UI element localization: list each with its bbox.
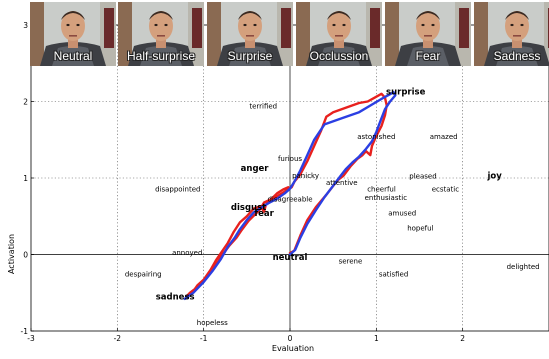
emotion-label: satisfied [379, 271, 408, 279]
face-thumbnail-image [30, 2, 116, 66]
emotion-label: annoyed [172, 249, 202, 257]
emotion-labels: terrified surprise astonished amazed furious… [125, 88, 540, 327]
x-tick-label: -1 [200, 334, 208, 343]
frame-label: Fear [415, 49, 441, 63]
face-thumbnail-image [118, 2, 204, 66]
axes: -3 -2 -1 0 1 2 -1 0 1 2 3 [21, 21, 549, 343]
frame-label: Neutral [53, 49, 93, 63]
frame-label: Surprise [227, 49, 273, 63]
trajectory-series [183, 91, 397, 301]
emotion-label: furious [278, 155, 302, 163]
x-tick-label: 1 [374, 334, 379, 343]
y-tick-label: 1 [23, 174, 28, 183]
video-frame: Neutral [30, 2, 116, 66]
emotion-label: pleased [409, 173, 436, 181]
video-frame: Occlussion [296, 2, 382, 66]
y-tick-label: -1 [21, 327, 29, 336]
video-frame: Half-surprise [118, 2, 204, 66]
y-tick-label: 2 [23, 98, 28, 107]
x-tick-label: -3 [27, 334, 35, 343]
frame-label: Half-surprise [126, 49, 195, 63]
emotion-label: sadness [156, 293, 195, 303]
emotion-label: disgust [231, 203, 266, 213]
y-tick-label: 0 [23, 251, 28, 260]
emotion-label: attentive [326, 179, 358, 187]
emotion-label: enthusiastic [365, 194, 408, 202]
x-tick-label: 0 [288, 334, 293, 343]
emotion-label: hopeless [197, 319, 228, 327]
emotion-label: panicky [292, 172, 319, 180]
emotion-label: amused [388, 209, 416, 217]
trajectory-line-2 [183, 91, 397, 301]
emotion-label: disagreeable [267, 196, 312, 204]
emotion-label: hopeful [407, 225, 433, 233]
emotion-label: amazed [430, 133, 458, 141]
emotion-label: terrified [249, 102, 277, 110]
x-axis-label: Evaluation [272, 344, 314, 353]
emotion-label: delighted [507, 263, 540, 271]
video-frame: Sadness [474, 2, 549, 66]
y-tick-label: 3 [23, 21, 28, 30]
emotion-label: astonished [357, 133, 395, 141]
frame-label: Sadness [493, 49, 541, 63]
y-axis-label: Activation [7, 234, 16, 274]
emotion-label: joy [486, 172, 502, 182]
emotion-label: disappointed [155, 186, 200, 194]
emotion-label: neutral [273, 253, 308, 263]
face-thumbnail-image [207, 2, 293, 66]
video-frame: Fear [385, 2, 471, 66]
x-tick-label: -2 [114, 334, 122, 343]
emotion-label: cheerful [367, 186, 396, 194]
face-thumbnail-image [385, 2, 471, 66]
video-frame: Surprise [207, 2, 293, 66]
x-tick-label: 2 [460, 334, 465, 343]
emotion-label: surprise [386, 88, 426, 98]
emotion-label: fear [254, 209, 274, 219]
emotion-label: serene [339, 258, 363, 266]
face-thumbnail-image [474, 2, 549, 66]
emotion-label: anger [241, 164, 270, 174]
frame-label: Occlussion [309, 49, 369, 63]
emotion-label: despairing [125, 271, 162, 279]
emotion-label: ecstatic [432, 186, 460, 194]
face-thumbnail-image [296, 2, 382, 66]
